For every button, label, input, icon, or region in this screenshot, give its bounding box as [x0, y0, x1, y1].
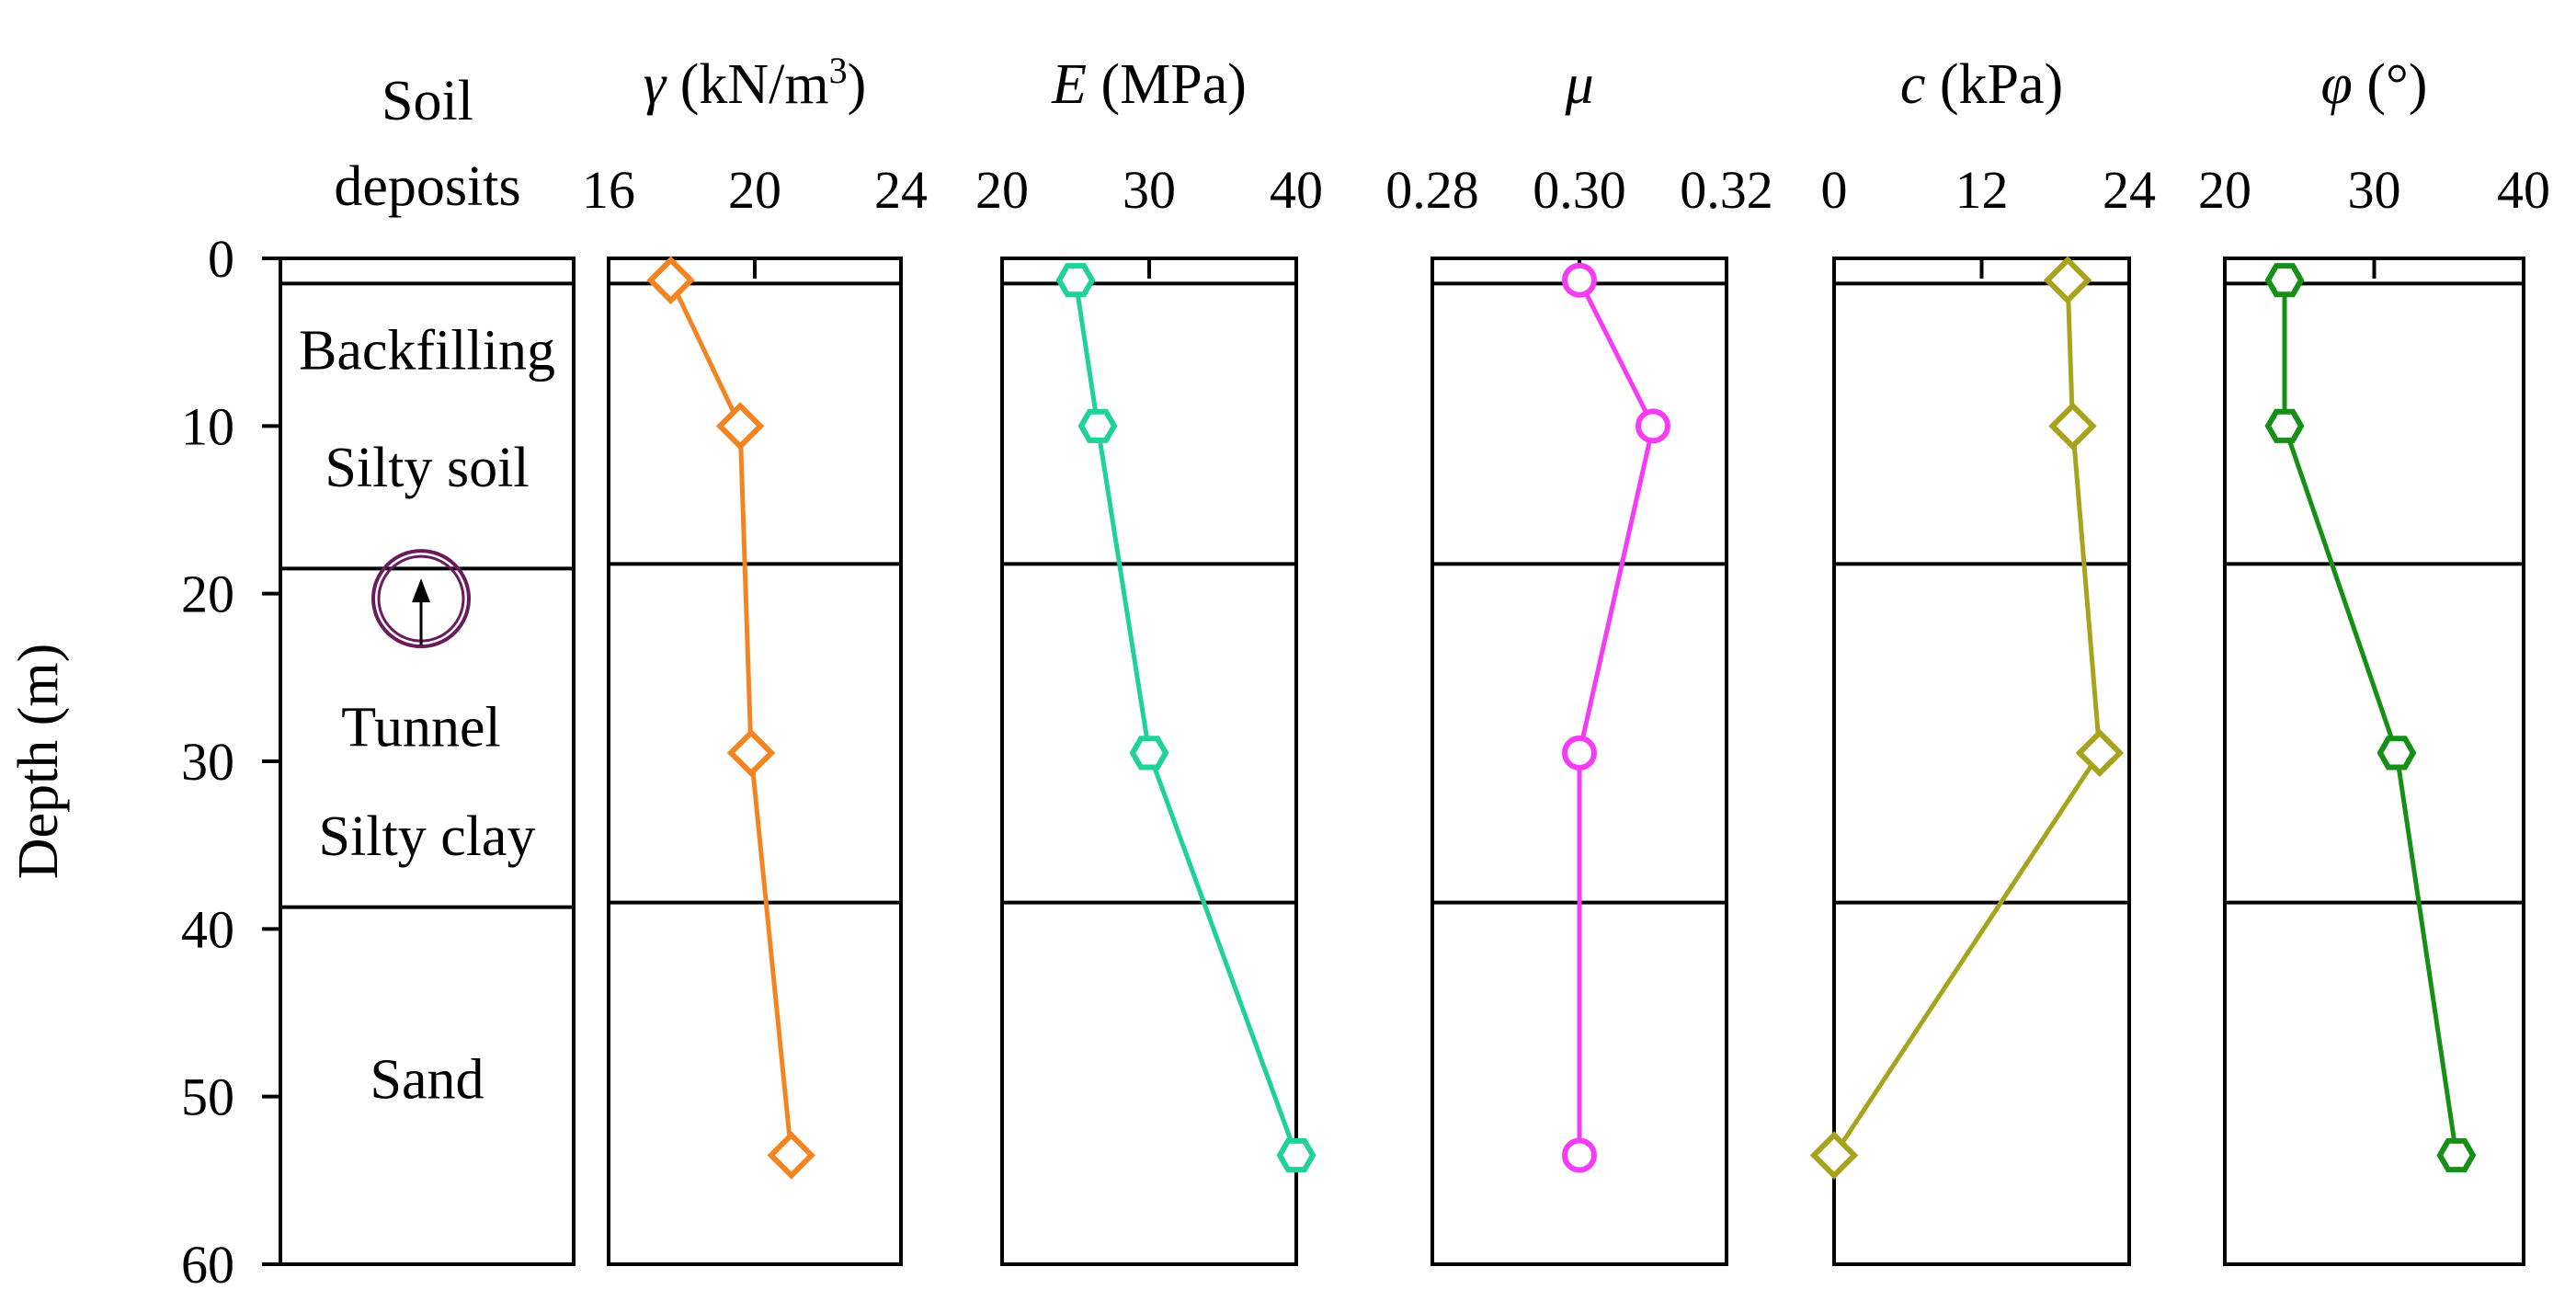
- panel-frame: [2223, 257, 2525, 1266]
- panel-unit-weight: γ (kN/m3) 16 20 24: [582, 50, 928, 1266]
- panel-cohesion: c (kPa) 0 12 24: [1809, 53, 2156, 1266]
- data-point: [2075, 728, 2125, 778]
- x-tick-label: 24: [2103, 160, 2156, 220]
- panel-title: E (MPa): [1051, 53, 1247, 116]
- series-line: [2282, 280, 2459, 1156]
- tunnel-label: Tunnel: [341, 697, 500, 759]
- data-point: [2043, 256, 2092, 304]
- series-line: [1831, 280, 2103, 1157]
- x-tick-label: 24: [874, 160, 928, 220]
- x-tick-label: 20: [728, 160, 781, 220]
- soil-column-title-line2: deposits: [334, 155, 520, 218]
- y-axis-ticks: 0 10 20 30 40 50 60: [181, 229, 280, 1295]
- data-point: [715, 402, 765, 451]
- data-point: [726, 728, 776, 778]
- soil-column: Soil deposits Backfilling Silty soil Sil…: [279, 70, 576, 1266]
- x-tick-label: 16: [582, 160, 635, 220]
- soil-column-frame: [279, 257, 576, 1266]
- panel-poisson-ratio: μ 0.28 0.30 0.32: [1385, 53, 1773, 1266]
- data-point: [1055, 263, 1096, 298]
- y-tick-label: 40: [181, 899, 234, 959]
- x-tick-label: 0.28: [1385, 160, 1479, 220]
- y-tick-label: 0: [208, 229, 234, 289]
- x-tick-label: 30: [2348, 160, 2401, 220]
- x-tick-label: 0.32: [1680, 160, 1773, 220]
- data-point: [1077, 408, 1118, 443]
- data-point: [2264, 263, 2305, 298]
- tunnel-circle: [371, 549, 471, 649]
- data-point: [1129, 736, 1169, 770]
- data-point: [767, 1131, 815, 1180]
- data-point: [1636, 408, 1670, 444]
- data-point: [2048, 402, 2097, 451]
- panel-title: μ: [1564, 53, 1593, 116]
- panel-title: φ (°): [2321, 53, 2428, 116]
- tunnel-arrow-head: [412, 578, 430, 603]
- y-tick-label: 30: [181, 732, 234, 792]
- series-line: [1577, 279, 1656, 1156]
- x-tick-label: 40: [1270, 160, 1323, 220]
- x-tick-label: 0: [1821, 160, 1848, 220]
- data-point: [1562, 1137, 1597, 1173]
- data-point: [2377, 736, 2417, 770]
- data-point: [2264, 408, 2305, 443]
- data-point: [2436, 1137, 2477, 1173]
- y-tick-label: 60: [181, 1235, 234, 1295]
- panel-friction-angle: φ (°) 20 30 40: [2198, 53, 2550, 1266]
- panel-title: c (kPa): [1900, 53, 2063, 116]
- data-point: [1809, 1131, 1859, 1180]
- data-point: [1276, 1137, 1316, 1173]
- y-tick-label: 20: [181, 565, 234, 624]
- layer-label-backfilling: Backfilling: [299, 319, 555, 382]
- x-tick-label: 30: [1123, 160, 1176, 220]
- soil-layer-boundaries: [280, 281, 574, 909]
- y-tick-label: 50: [181, 1067, 234, 1127]
- data-point: [646, 256, 695, 304]
- panel-elastic-modulus: E (MPa) 20 30 40: [975, 53, 1323, 1266]
- x-tick-label: 12: [1955, 160, 2009, 220]
- x-tick-label: 40: [2497, 160, 2550, 220]
- x-tick-label: 20: [975, 160, 1029, 220]
- data-point: [1562, 262, 1597, 298]
- y-axis-label: Depth (m): [7, 644, 70, 880]
- panel-title: γ (kN/m3): [644, 50, 866, 116]
- layer-label-silty-soil: Silty soil: [325, 437, 529, 499]
- x-tick-label: 0.30: [1533, 160, 1626, 220]
- layer-label-silty-clay: Silty clay: [319, 805, 536, 868]
- x-tick-label: 20: [2198, 160, 2251, 220]
- series-line: [668, 279, 794, 1156]
- layer-label-sand: Sand: [370, 1048, 484, 1111]
- soil-column-title-line1: Soil: [382, 70, 473, 132]
- series-line: [1073, 280, 1299, 1157]
- y-tick-label: 10: [181, 396, 234, 456]
- data-point: [1562, 735, 1597, 770]
